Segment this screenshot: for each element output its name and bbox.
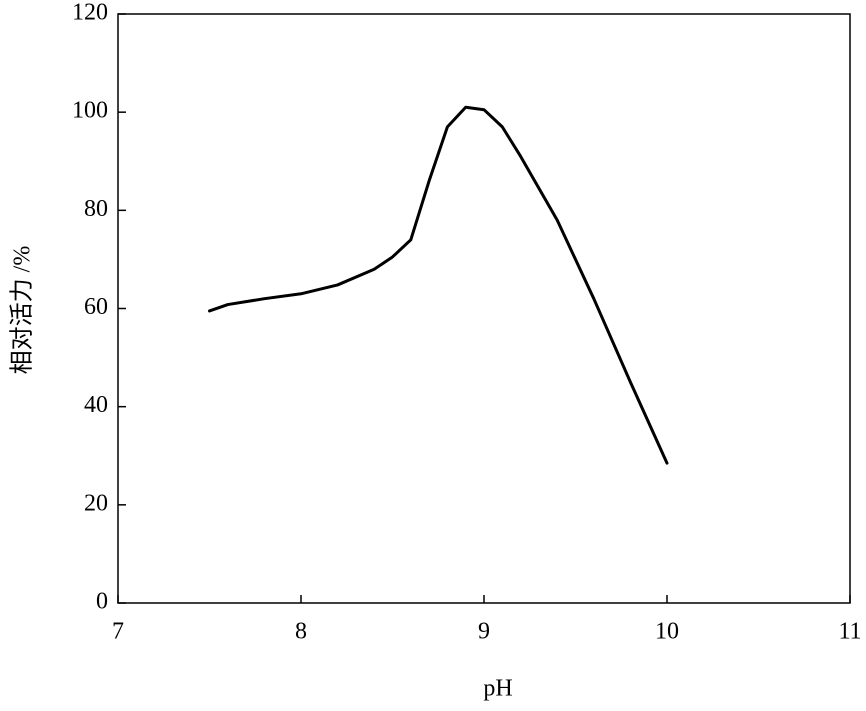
y-tick-label: 40 <box>84 392 108 418</box>
y-axis-label: 相对活力 /% <box>9 246 36 375</box>
x-tick-label: 7 <box>112 619 124 645</box>
y-tick-label: 0 <box>96 589 108 615</box>
x-tick-label: 10 <box>655 619 679 645</box>
y-tick-label: 20 <box>84 490 108 516</box>
y-tick-label: 60 <box>84 294 108 320</box>
y-tick-label: 120 <box>72 0 108 26</box>
plot-frame <box>117 13 851 604</box>
y-tick-label: 80 <box>84 196 108 222</box>
x-tick-label: 8 <box>295 619 307 645</box>
line-series <box>208 105 669 465</box>
x-axis-label: pH <box>483 676 512 702</box>
x-tick-label: 11 <box>838 619 861 645</box>
x-tick-label: 9 <box>478 619 490 645</box>
y-tick-label: 100 <box>72 98 108 124</box>
